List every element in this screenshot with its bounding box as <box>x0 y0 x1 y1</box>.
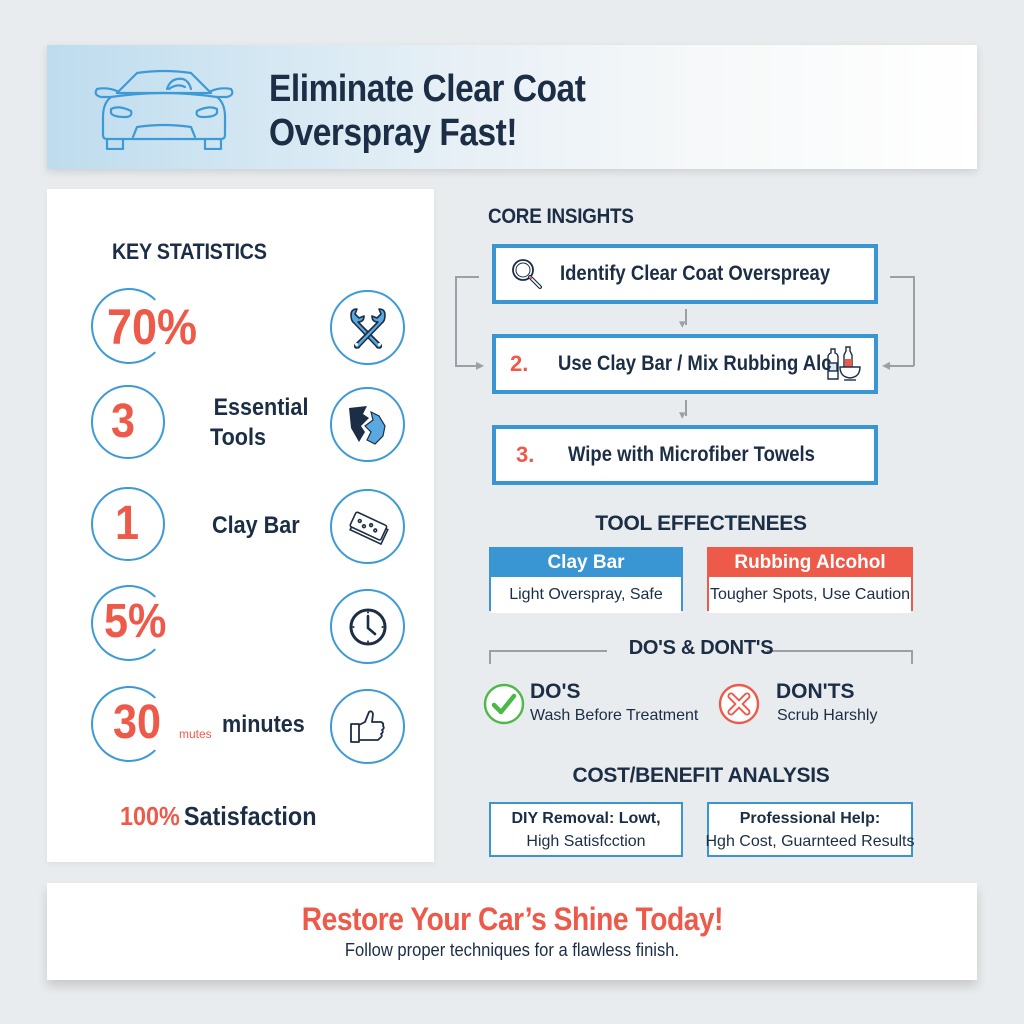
arrow-left-icon: ◂ <box>882 357 891 374</box>
arrow-right-icon: ▸ <box>476 357 485 374</box>
dos-donts-title: DO'S & DONT'S <box>628 637 774 659</box>
tool-card-header: Rubbing Alcohol <box>709 549 911 577</box>
footer-banner: Restore Your Car’s Shine Today! Follow p… <box>47 883 977 980</box>
cleaning-bottles-icon <box>824 345 862 383</box>
donts-text: Scrub Harshly <box>777 707 878 724</box>
stat-ring <box>91 487 165 561</box>
step-number: 2. <box>510 351 529 376</box>
loop-connector-right <box>913 276 915 366</box>
stat-label: minutes <box>222 711 305 738</box>
tool-card-clay-bar: Clay Bar Light Overspray, Safe <box>489 547 683 613</box>
donts-heading: DON'TS <box>776 680 855 703</box>
broken-paint-chip-icon <box>330 387 405 462</box>
step-connector <box>685 400 687 416</box>
tool-card-description: Light Overspray, Safe <box>491 577 681 613</box>
x-circle-icon <box>718 683 760 725</box>
check-circle-icon <box>483 683 525 725</box>
stat-ring <box>91 385 165 459</box>
clock-icon <box>330 589 405 664</box>
wrench-screwdriver-icon <box>330 290 405 365</box>
divider-tick <box>911 650 913 664</box>
key-statistics-panel: KEY STATISTICS 70% 3 Essential Tools 1 C… <box>47 189 434 862</box>
stat-value: 30 <box>113 696 162 749</box>
loop-connector-right-top <box>890 276 914 278</box>
step-3-text: Wipe with Microfiber Towels <box>568 443 815 466</box>
tool-card-rubbing-alcohol: Rubbing Alcohol Tougher Spots, Use Cauti… <box>707 547 913 613</box>
loop-connector-left <box>455 276 457 366</box>
loop-connector-left-bottom <box>455 365 481 367</box>
divider-line <box>767 650 913 652</box>
divider-tick <box>489 650 491 664</box>
step-connector <box>685 309 687 325</box>
dos-heading: DO'S <box>530 680 581 703</box>
step-number: 3. <box>516 442 535 467</box>
divider-line <box>489 650 607 652</box>
tool-card-description: Tougher Spots, Use Caution <box>709 577 911 613</box>
stat-suffix: mutes <box>179 727 212 741</box>
stat-ring <box>91 585 167 661</box>
header-banner: Eliminate Clear Coat Overspray Fast! <box>47 45 977 169</box>
arrow-down-icon: ▾ <box>679 407 686 422</box>
arrow-down-icon: ▾ <box>679 316 686 331</box>
magnifier-icon <box>510 257 544 291</box>
stat-value: 1 <box>115 497 140 550</box>
car-icon <box>89 65 239 150</box>
satisfaction-stat: 100% Satisfaction <box>120 801 316 832</box>
stat-label: Essential Tools <box>210 394 309 451</box>
key-statistics-title: KEY STATISTICS <box>112 239 267 264</box>
loop-connector-right-bottom <box>890 365 914 367</box>
title-line-1: Eliminate Clear Coat <box>269 68 586 110</box>
stat-value: 70% <box>107 299 198 355</box>
stat-value: 3 <box>111 395 136 448</box>
cost-box-diy: DIY Removal: Lowt, High Satisfcction <box>489 802 683 857</box>
clay-bar-icon <box>330 489 405 564</box>
loop-connector-left-top <box>455 276 479 278</box>
cost-box-professional: Professional Help: Hgh Cost, Guarnteed R… <box>706 802 915 857</box>
thumbs-up-icon <box>330 689 405 764</box>
satisfaction-label: Satisfaction <box>183 801 317 831</box>
stat-value: 5% <box>104 595 167 648</box>
title-line-2: Overspray Fast! <box>269 112 518 154</box>
step-1-text: Identify Clear Coat Overspreay <box>560 262 831 285</box>
page-title: Eliminate Clear Coat Overspray Fast! <box>269 67 709 155</box>
stat-ring <box>91 288 167 364</box>
step-2-card: 2. Use Clay Bar / Mix Rubbing Alc <box>492 334 878 394</box>
tool-effectiveness-title: TOOL EFFECTENEES <box>595 512 807 535</box>
core-insights-title: CORE INSIGHTS <box>488 205 634 228</box>
footer-subtitle: Follow proper techniques for a flawless … <box>344 940 680 960</box>
cost-benefit-title: COST/BENEFIT ANALYSIS <box>572 764 830 787</box>
step-3-card: 3. Wipe with Microfiber Towels <box>492 425 878 485</box>
footer-title: Restore Your Car’s Shine Today! <box>301 901 723 937</box>
stat-ring <box>91 686 167 762</box>
dos-text: Wash Before Treatment <box>530 707 699 724</box>
step-1-card: Identify Clear Coat Overspreay <box>492 244 878 304</box>
satisfaction-value: 100% <box>120 801 180 831</box>
step-2-text: Use Clay Bar / Mix Rubbing Alc <box>558 352 832 375</box>
stat-label: Clay Bar <box>212 512 300 539</box>
tool-card-header: Clay Bar <box>491 549 681 577</box>
